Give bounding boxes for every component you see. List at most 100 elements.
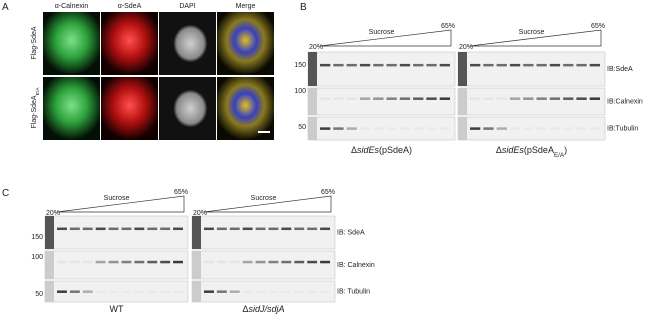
mw-marker: 50 — [298, 124, 306, 131]
blot-band — [496, 127, 507, 130]
micrograph — [43, 77, 100, 140]
text-segment: Flag-SdeA — [31, 95, 38, 128]
blot-band — [242, 227, 253, 231]
blot-band — [373, 127, 383, 130]
blot-band — [57, 260, 67, 264]
blot-strip — [44, 250, 189, 280]
marker-lane — [308, 52, 317, 86]
blot-band — [537, 127, 547, 130]
column-header: α-SdeA — [118, 3, 142, 10]
blot-band — [439, 97, 450, 100]
blot-band — [523, 127, 533, 130]
blot-band — [108, 260, 119, 264]
blot-band — [440, 127, 450, 130]
blot-strip — [457, 51, 606, 87]
blot-band — [216, 290, 227, 293]
text-segment: E/A — [554, 152, 565, 159]
blot-band — [386, 63, 397, 67]
blot-band — [69, 260, 80, 264]
probe-label: IB:Tubulin — [607, 126, 638, 133]
blot-caption: WT — [110, 304, 124, 314]
blot-band — [134, 227, 145, 231]
marker-lane — [45, 216, 54, 249]
blot-band — [550, 127, 560, 130]
blot-band — [121, 227, 132, 231]
micrograph — [43, 12, 100, 75]
blot-band — [483, 97, 494, 100]
blot-band — [576, 63, 587, 67]
blot-band — [160, 227, 171, 231]
text-segment: sidEs — [502, 145, 525, 155]
marker-lane — [308, 117, 317, 140]
blot-band — [134, 290, 144, 293]
probe-label: IB: Calnexin — [337, 262, 375, 269]
mw-marker: 100 — [31, 254, 43, 261]
blot-band — [307, 227, 318, 231]
column-header: Merge — [236, 3, 256, 10]
blot-band — [509, 97, 521, 100]
blot-strip — [191, 250, 336, 280]
blot-band — [563, 127, 573, 130]
blot-band — [204, 227, 214, 231]
blot-band — [294, 260, 305, 264]
blot-band — [69, 227, 80, 231]
blot-band — [268, 260, 279, 264]
blot-band — [346, 127, 357, 130]
blot-band — [536, 97, 547, 100]
blot-band — [470, 97, 481, 100]
blot-band — [320, 63, 331, 67]
mw-marker: 50 — [35, 291, 43, 298]
column-header: α-Calnexin — [55, 3, 89, 10]
blot-band — [589, 97, 600, 100]
blot-band — [373, 97, 384, 100]
blot-band — [69, 290, 80, 293]
blot-band — [294, 227, 305, 231]
micrograph — [101, 12, 158, 75]
blot-band — [173, 290, 183, 293]
row-label: Flag-SdeA — [31, 26, 38, 59]
blot-band — [413, 97, 424, 100]
blot-band — [255, 227, 266, 231]
blot-band — [439, 63, 450, 67]
gradient-start: 20% — [46, 210, 60, 217]
probe-label: IB: SdeA — [337, 230, 365, 237]
text-segment: Δ — [351, 145, 357, 155]
marker-lane — [45, 251, 54, 279]
text-segment: sidJ/sdjA — [249, 304, 285, 314]
blot-band — [160, 260, 171, 264]
blot-band — [320, 290, 330, 293]
gradient-label: Sucrose — [251, 195, 277, 202]
gradient-end: 65% — [174, 189, 188, 196]
blot-band — [160, 290, 170, 293]
blot-band — [373, 63, 384, 67]
micrograph — [159, 12, 216, 75]
blot-band — [229, 227, 240, 231]
blot-band — [281, 260, 292, 264]
blot-strip — [307, 51, 456, 87]
blot-band — [483, 63, 494, 67]
blot-band — [96, 290, 106, 293]
blot-band — [121, 260, 132, 264]
blot-band — [333, 127, 344, 130]
blot-band — [386, 97, 397, 100]
blot-caption: ΔsidEs(pSdeAE/A) — [496, 145, 567, 159]
blot-band — [496, 97, 507, 100]
blot-band — [147, 227, 158, 231]
marker-lane — [45, 281, 54, 302]
probe-label: IB: Tubulin — [337, 289, 370, 296]
blot-band — [242, 260, 253, 264]
blot-band — [256, 290, 266, 293]
blot-band — [359, 63, 371, 67]
gradient-wedge — [469, 29, 602, 47]
blot-strip — [191, 215, 336, 250]
blot-band — [268, 227, 279, 231]
blot-band — [173, 227, 183, 231]
blot-band — [359, 97, 371, 100]
blot-band — [387, 127, 397, 130]
text-segment: (pSdeA — [524, 145, 554, 155]
blot-band — [57, 227, 67, 231]
mw-marker: 100 — [294, 88, 306, 95]
probe-label: IB:SdeA — [607, 66, 633, 73]
blot-band — [399, 63, 411, 67]
